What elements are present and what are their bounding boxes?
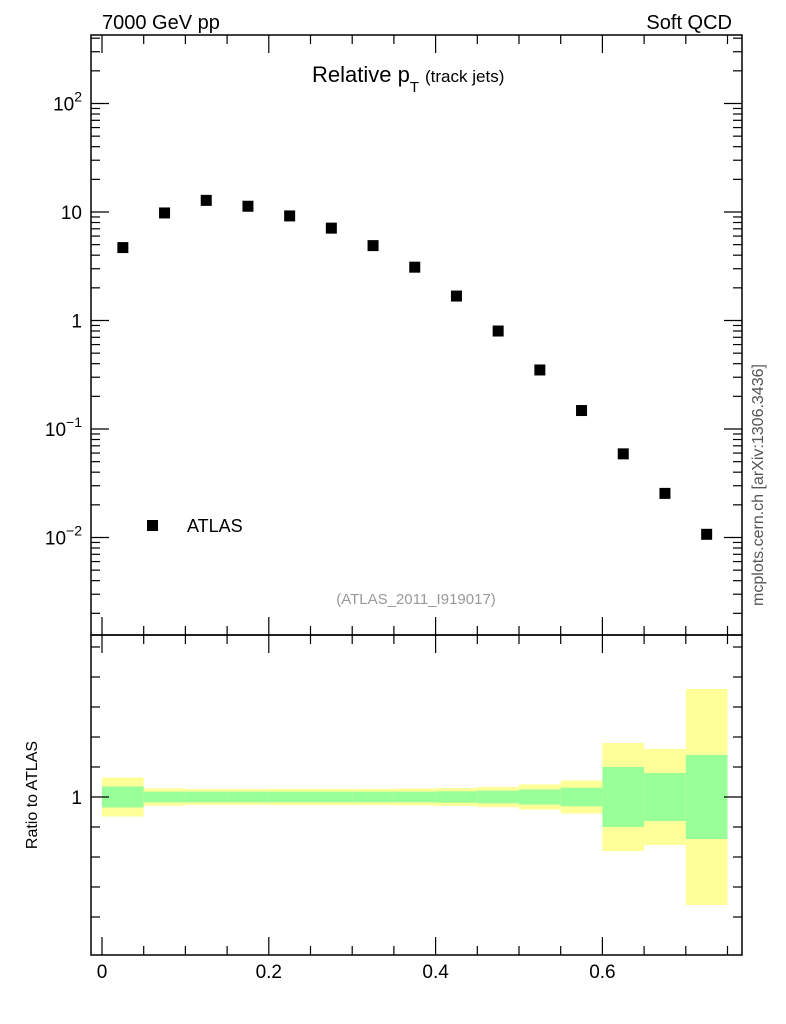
- ratio-inner-band-bin: [644, 773, 686, 821]
- y-tick-label: 1: [71, 312, 82, 333]
- data-point: [492, 325, 504, 337]
- ratio-inner-band-bin: [519, 789, 561, 805]
- data-point: [576, 405, 588, 417]
- x-tick-label: 0.2: [256, 962, 282, 983]
- ratio-inner-band-bin: [268, 791, 311, 803]
- chart-title: Relative pT (track jets): [312, 62, 504, 96]
- ratio-inner-band-bin: [602, 767, 645, 827]
- ratio-inner-band-bin: [560, 787, 603, 807]
- x-tick-label: 0.6: [589, 962, 615, 983]
- data-point: [159, 207, 171, 219]
- data-point: [701, 528, 713, 540]
- ratio-axes: 1 0 0.2 0.4 0.6: [71, 635, 742, 983]
- y-tick-label: 10: [61, 203, 82, 224]
- atlas-data-points: [117, 194, 713, 540]
- ratio-panel-frame: [90, 634, 743, 956]
- ratio-inner-band-bin: [227, 791, 269, 803]
- ratio-inner-band-bin: [102, 786, 144, 808]
- data-point: [659, 487, 671, 499]
- main-panel-frame: [90, 34, 743, 636]
- data-point: [284, 210, 296, 222]
- analysis-tag: (ATLAS_2011_I919017): [336, 591, 496, 608]
- data-point: [200, 194, 212, 206]
- data-point: [325, 222, 337, 234]
- x-tick-label: 0.4: [422, 962, 449, 983]
- x-tick-label: 0: [97, 962, 108, 983]
- header-right-label: Soft QCD: [646, 12, 732, 34]
- legend-label-atlas: ATLAS: [187, 516, 243, 536]
- data-point: [242, 200, 254, 212]
- ratio-inner-band-bin: [310, 791, 353, 803]
- data-point: [117, 242, 129, 254]
- ratio-inner-band-bin: [352, 791, 394, 803]
- chart-title-subscript: T: [410, 79, 419, 96]
- ratio-inner-band-bin: [477, 790, 519, 804]
- ratio-inner-band-bin: [393, 791, 436, 803]
- legend-marker: [147, 520, 158, 531]
- data-point: [450, 290, 462, 302]
- ratio-y-tick-label: 1: [71, 788, 82, 809]
- ratio-inner-band-bin: [143, 791, 186, 803]
- data-point: [367, 240, 379, 252]
- y-tick-label: 102: [53, 89, 82, 116]
- chart-title-main: Relative p: [312, 62, 410, 87]
- ratio-inner-band-bin: [435, 791, 478, 803]
- y-tick-label: 10−1: [45, 414, 82, 441]
- main-x-axis-ticks: [101, 35, 729, 635]
- main-y-axis: 102 10 1 10−1 10−2: [45, 37, 742, 614]
- chart-title-note: (track jets): [425, 67, 504, 86]
- side-citation-label: mcplots.cern.ch [arXiv:1306.3436]: [750, 364, 767, 606]
- data-point: [534, 364, 546, 376]
- data-point: [617, 448, 629, 460]
- ratio-bands: [102, 689, 728, 905]
- ratio-y-axis-label: Ratio to ATLAS: [24, 741, 41, 849]
- ratio-inner-band-bin: [685, 755, 728, 839]
- y-tick-label: 10−2: [45, 523, 82, 550]
- data-point: [409, 261, 421, 273]
- ratio-inner-band-bin: [185, 791, 228, 803]
- header-left-label: 7000 GeV pp: [102, 12, 220, 34]
